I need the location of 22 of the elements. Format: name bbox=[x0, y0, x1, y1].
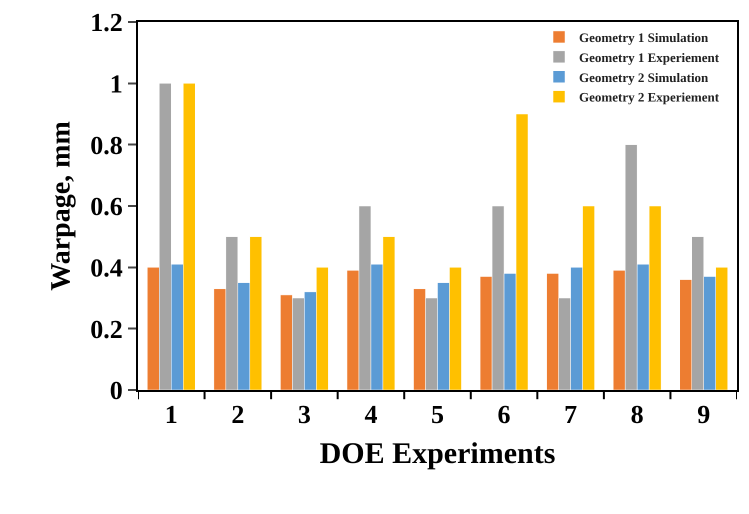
x-tick-label: 6 bbox=[498, 400, 511, 430]
legend-label: Geometry 2 Experiement bbox=[579, 90, 720, 105]
x-tick-label: 4 bbox=[364, 400, 378, 430]
x-tick-label: 2 bbox=[231, 400, 244, 430]
y-tick-label: 0.8 bbox=[90, 130, 123, 160]
legend-label: Geometry 1 Experiement bbox=[579, 50, 720, 65]
y-tick-label: 0.2 bbox=[90, 314, 123, 344]
legend-label: Geometry 2 Simulation bbox=[579, 70, 710, 85]
x-axis-title: DOE Experiments bbox=[320, 437, 556, 470]
x-tick-label: 5 bbox=[431, 400, 444, 430]
x-tick-label: 9 bbox=[697, 400, 710, 430]
x-tick-label: 1 bbox=[164, 400, 178, 430]
legend-label: Geometry 1 Simulation bbox=[579, 30, 710, 46]
y-tick-label: 1 bbox=[110, 69, 123, 98]
x-tick-label: 7 bbox=[564, 400, 578, 430]
x-tick-label: 8 bbox=[630, 400, 644, 430]
y-tick-label: 0.4 bbox=[90, 253, 123, 282]
y-tick-label: 1.2 bbox=[90, 8, 123, 38]
y-tick-label: 0.6 bbox=[90, 192, 123, 222]
y-tick-label: 0 bbox=[110, 376, 123, 406]
y-axis-title: Warpage, mm bbox=[46, 121, 76, 291]
x-tick-label: 3 bbox=[298, 400, 311, 430]
